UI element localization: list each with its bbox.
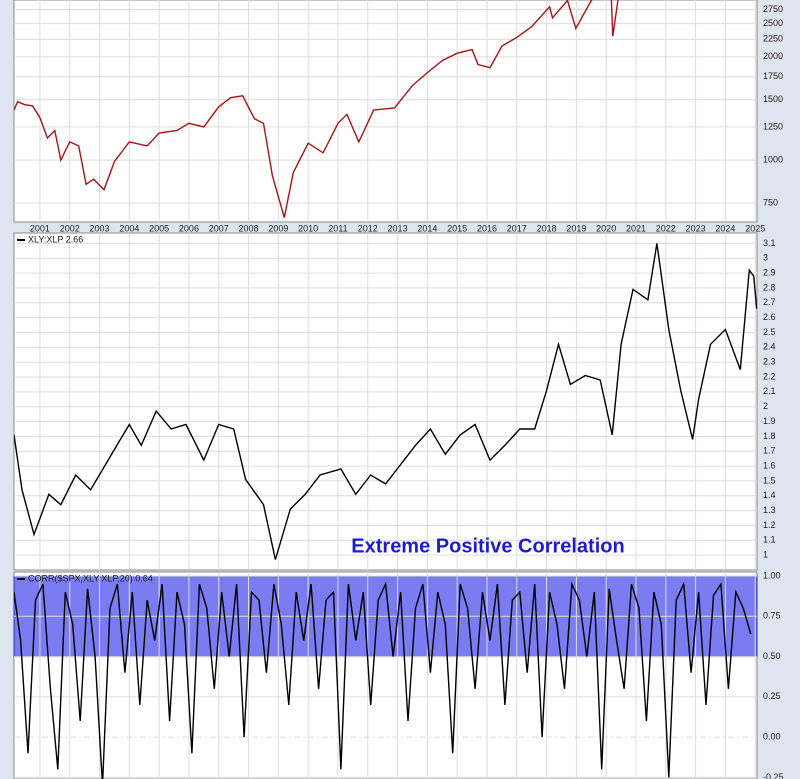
y-tick-label: 1.7 (763, 446, 776, 456)
y-tick-label: 1.8 (763, 431, 776, 441)
x-tick-label: 2018 (537, 223, 557, 233)
y-tick-label: 2.7 (763, 297, 776, 307)
x-tick-label: 2013 (388, 223, 408, 233)
y-tick-label: 2250 (763, 34, 783, 44)
y-tick-label: 2.3 (763, 357, 776, 367)
y-tick-label: 1500 (763, 94, 783, 104)
y-tick-label: 1.4 (763, 490, 776, 500)
y-tick-label: -0.25 (763, 772, 784, 779)
y-tick-label: 1.00 (763, 570, 781, 580)
y-tick-label: 1.2 (763, 520, 776, 530)
x-tick-label: 2004 (119, 223, 139, 233)
x-tick-label: 2016 (477, 223, 497, 233)
plot-area (14, 0, 619, 218)
x-tick-label: 2020 (596, 223, 616, 233)
x-tick-label: 2022 (656, 223, 676, 233)
plot-area (14, 243, 757, 560)
y-tick-label: 2.9 (763, 267, 776, 277)
annotation: Extreme Positive Correlation (351, 535, 624, 557)
x-tick-label: 2017 (507, 223, 527, 233)
y-tick-label: 2000 (763, 51, 783, 61)
line (14, 243, 757, 560)
x-tick-label: 2010 (298, 223, 318, 233)
y-tick-label: 2.4 (763, 342, 776, 352)
line (14, 0, 619, 218)
line (14, 581, 752, 779)
y-tick-label: 1.1 (763, 535, 776, 545)
y-tick-label: 3.1 (763, 238, 776, 248)
y-tick-label: 2.1 (763, 386, 776, 396)
y-tick-label: 1 (763, 550, 768, 560)
panel-bg (13, 0, 758, 223)
x-tick-label: 2007 (209, 223, 229, 233)
y-tick-label: 2.8 (763, 282, 776, 292)
x-tick-label: 2014 (417, 223, 437, 233)
x-tick-label: 2019 (566, 223, 586, 233)
x-tick-label: 2011 (328, 223, 347, 233)
y-tick-label: 2500 (763, 18, 783, 28)
x-tick-label: 2009 (268, 223, 288, 233)
x-tick-label: 2021 (626, 223, 646, 233)
x-tick-label: 2003 (90, 223, 110, 233)
y-tick-label: 2.5 (763, 327, 776, 337)
y-tick-label: 2 (763, 401, 768, 411)
y-tick-label: 0.50 (763, 651, 781, 661)
x-tick-label: 2005 (149, 223, 169, 233)
panel-title: CORR($SPX,XLY:XLP,20) 0.64 (28, 573, 153, 583)
y-tick-label: 1750 (763, 71, 783, 81)
panel-title: XLY:XLP 2.66 (28, 234, 83, 244)
panel-bg (13, 232, 758, 571)
x-tick-label: 2015 (447, 223, 467, 233)
y-tick-label: 3 (763, 253, 768, 263)
x-tick-label: 2008 (239, 223, 259, 233)
y-tick-label: 1000 (763, 154, 783, 164)
x-tick-label: 2024 (715, 223, 735, 233)
y-tick-label: 2750 (763, 4, 783, 14)
x-tick-label: 2006 (179, 223, 199, 233)
y-tick-label: 0.75 (763, 611, 781, 621)
y-tick-label: 1.3 (763, 505, 776, 515)
y-tick-label: 1.5 (763, 475, 776, 485)
y-tick-label: 1.9 (763, 416, 776, 426)
x-tick-label: 2025 (745, 223, 765, 233)
y-tick-label: 0.25 (763, 691, 781, 701)
y-tick-label: 1250 (763, 121, 783, 131)
y-tick-label: 0.00 (763, 731, 781, 741)
x-tick-label: 2023 (686, 223, 706, 233)
x-tick-label: 2012 (358, 223, 378, 233)
y-tick-label: 750 (763, 197, 778, 207)
plot-area (14, 581, 752, 779)
y-tick-label: 2.2 (763, 371, 776, 381)
y-tick-label: 2.6 (763, 312, 776, 322)
y-tick-label: 1.6 (763, 460, 776, 470)
x-tick-label: 2001 (30, 223, 50, 233)
x-tick-label: 2002 (60, 223, 80, 233)
